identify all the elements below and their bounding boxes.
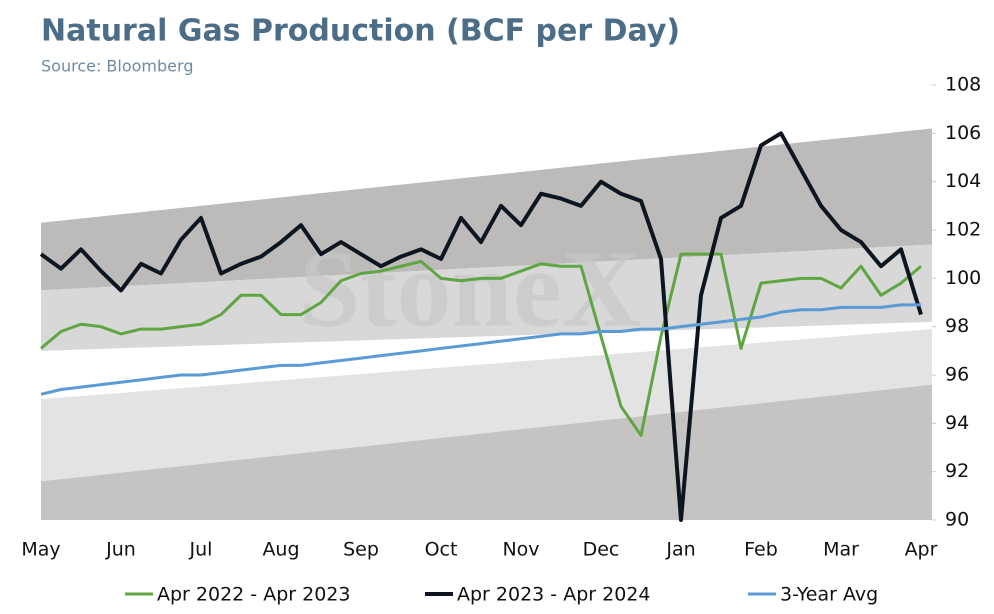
x-tick-label: Sep <box>343 539 379 561</box>
series-line <box>40 303 921 396</box>
y-tick-label: 98 <box>945 315 969 337</box>
y-tick-label: 102 <box>945 219 981 241</box>
y-tick-label: 90 <box>945 509 969 531</box>
chart-title: Natural Gas Production (BCF per Day) <box>41 14 680 49</box>
x-tick-label: May <box>21 539 60 561</box>
x-tick-label: Mar <box>823 539 859 561</box>
x-tick-label: Oct <box>425 539 458 561</box>
x-tick-label: Nov <box>502 539 539 561</box>
legend-label: Apr 2022 - Apr 2023 <box>157 584 350 606</box>
x-tick-label: Aug <box>262 539 299 561</box>
series-line <box>39 131 923 522</box>
x-tick-label: Jan <box>665 539 695 561</box>
y-tick-label: 100 <box>945 267 981 289</box>
y-tick-label: 92 <box>945 460 969 482</box>
y-tick-label: 106 <box>945 122 981 144</box>
y-tick-label: 94 <box>945 412 969 434</box>
range-band <box>41 329 932 482</box>
legend-label: Apr 2023 - Apr 2024 <box>457 584 650 606</box>
y-tick-label: 104 <box>945 170 981 192</box>
y-tick-label: 96 <box>945 364 969 386</box>
y-tick-label: 108 <box>945 74 981 96</box>
x-tick-label: Feb <box>744 539 778 561</box>
x-tick-label: Dec <box>583 539 620 561</box>
x-tick-label: Apr <box>905 539 938 561</box>
x-tick-label: Jun <box>105 539 136 561</box>
range-band <box>41 128 932 291</box>
x-tick-label: Jul <box>189 539 213 561</box>
range-band <box>41 384 932 520</box>
chart-subtitle: Source: Bloomberg <box>41 57 193 76</box>
legend-label: 3-Year Avg <box>780 584 878 606</box>
series-line <box>40 252 922 437</box>
watermark: StoneX <box>299 227 641 349</box>
